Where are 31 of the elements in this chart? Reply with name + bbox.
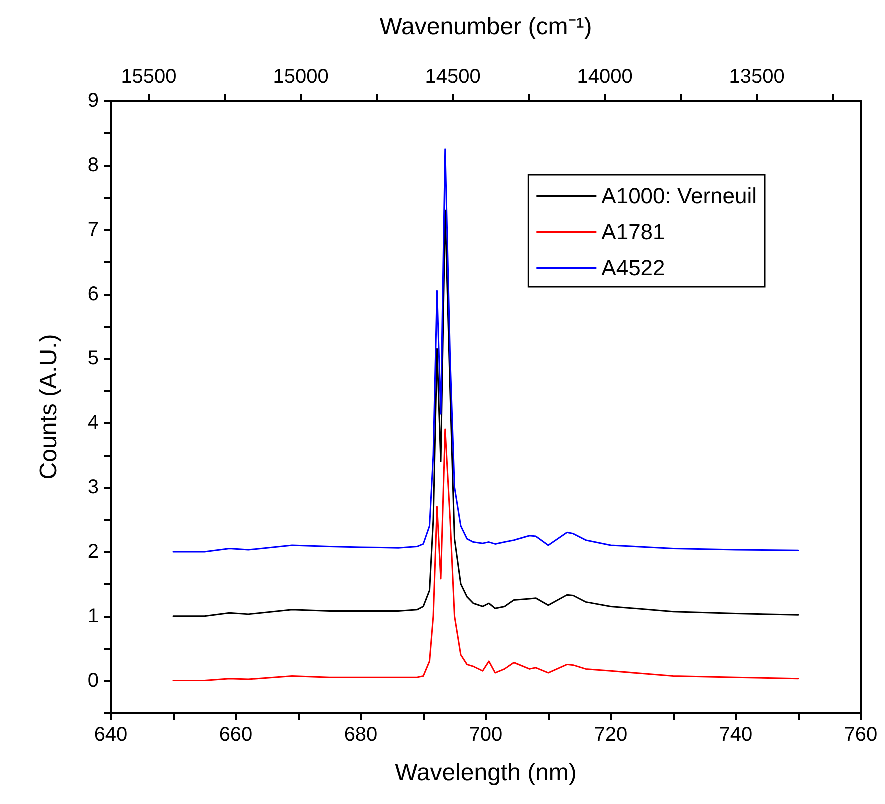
- y-tick-label: 1: [88, 605, 99, 628]
- x-tick-label: 660: [219, 724, 253, 746]
- x-tick-label: 740: [719, 724, 753, 746]
- line-series: [172, 148, 800, 553]
- y-tick-label: 2: [88, 540, 99, 563]
- x-axis-title: Wavelength (nm): [395, 760, 577, 786]
- x-tick-label: 720: [594, 724, 628, 746]
- y-tick-label: 6: [88, 283, 99, 306]
- y-tick-label: 7: [88, 218, 99, 241]
- y-tick-label: 9: [88, 90, 99, 112]
- x2-tick-label: 13500: [729, 66, 785, 88]
- line-series: [172, 210, 800, 618]
- y-tick-label: 0: [88, 670, 99, 692]
- x-tick-label: 700: [469, 724, 503, 746]
- y-axis-title: Counts (A.U.): [36, 334, 62, 480]
- x2-tick-label: 14000: [577, 66, 633, 88]
- y-tick-label: 4: [88, 412, 99, 434]
- x-tick-label: 760: [844, 724, 878, 746]
- x-tick-label: 640: [94, 724, 128, 746]
- x2-tick-label: 15500: [121, 66, 177, 88]
- legend-label: A4522: [602, 256, 666, 280]
- x-tick-label: 680: [344, 724, 378, 746]
- y-tick-label: 3: [88, 476, 99, 499]
- legend-label: A1781: [602, 220, 666, 244]
- line-series: [172, 428, 800, 682]
- y-tick-label: 8: [88, 154, 99, 176]
- y-tick-label: 5: [88, 348, 99, 370]
- x2-axis-title: Wavenumber (cm⁻¹): [380, 14, 592, 40]
- legend-label: A1000: Verneuil: [602, 184, 757, 208]
- x2-tick-label: 15000: [273, 66, 329, 88]
- x2-tick-label: 14500: [425, 66, 481, 88]
